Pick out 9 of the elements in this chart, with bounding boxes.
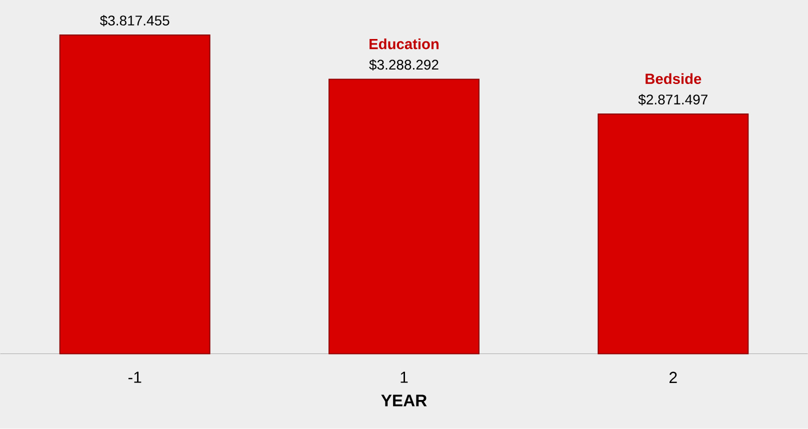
annotation: Education <box>370 38 439 50</box>
x-tick-label: 2 <box>670 372 677 384</box>
annotation: Bedside <box>646 73 702 84</box>
x-tick-label: -1 <box>128 372 142 383</box>
x-tick-label: 1 <box>400 372 408 383</box>
data-label: $3.288.292 <box>369 59 438 71</box>
x-axis-title: YEAR <box>381 394 427 406</box>
data-label: $3.817.455 <box>100 15 170 26</box>
data-label: $2.871.497 <box>638 94 708 106</box>
